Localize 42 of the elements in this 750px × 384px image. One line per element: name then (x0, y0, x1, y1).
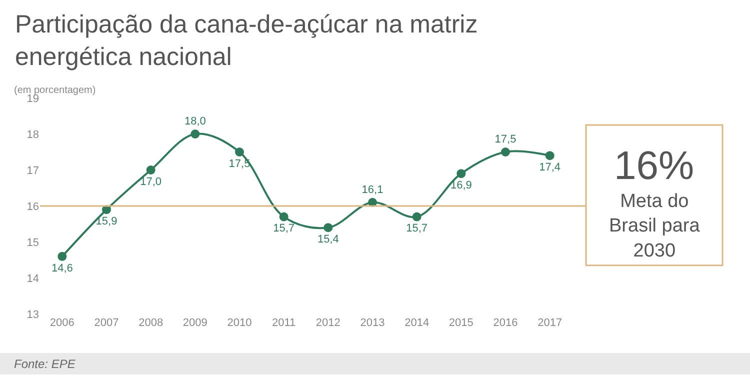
point (456, 169, 466, 178)
x-tick-label: 2014 (404, 317, 430, 329)
x-tick-label: 2012 (316, 317, 340, 329)
data-label: 16,1 (362, 184, 384, 196)
y-tick-label: 18 (26, 128, 39, 141)
data-label: 17,5 (494, 134, 516, 146)
text: Meta do Brasil para 2030 (609, 191, 700, 262)
y-tick-label: 14 (26, 272, 39, 285)
point (146, 166, 156, 174)
data-label: 15,7 (273, 222, 295, 235)
data-label: 15,7 (406, 222, 428, 235)
point (235, 148, 244, 156)
x-tick-label: 2009 (182, 317, 208, 329)
y-tick-label: 16 (26, 200, 39, 213)
point (324, 223, 333, 232)
point (58, 252, 67, 261)
data-label: 16,9 (450, 179, 472, 192)
data-label: 17,0 (140, 176, 162, 188)
x-tick-label: 2013 (360, 317, 385, 329)
point (545, 151, 554, 160)
x-tick-label: 2008 (138, 317, 164, 329)
chart-title: Participação da cana-de-açúcar na matriz energética nacional (15, 10, 478, 72)
x-tick-label: 2010 (227, 317, 252, 329)
y-tick-label: 13 (26, 308, 39, 321)
x-tick-label: 2016 (493, 317, 518, 329)
x-tick-label: 2015 (448, 317, 474, 329)
x-tick-label: 2017 (538, 317, 562, 329)
data-label: 15,4 (317, 233, 339, 246)
source-note: Fonte: EPE (14, 357, 76, 371)
x-tick-label: 2007 (94, 317, 119, 329)
y-tick-label: 17 (26, 164, 39, 177)
data-label: 14,6 (51, 262, 73, 274)
data-label: 18,0 (184, 116, 206, 128)
x-tick-label: 2006 (50, 317, 74, 329)
y-tick-label: 15 (26, 236, 39, 249)
x-tick-label: 2011 (272, 317, 296, 329)
point (412, 212, 422, 222)
ref-line-label: 16% (614, 144, 694, 188)
point (190, 130, 200, 138)
point (279, 212, 288, 222)
point (501, 148, 510, 156)
data-label: 17,4 (539, 161, 561, 174)
